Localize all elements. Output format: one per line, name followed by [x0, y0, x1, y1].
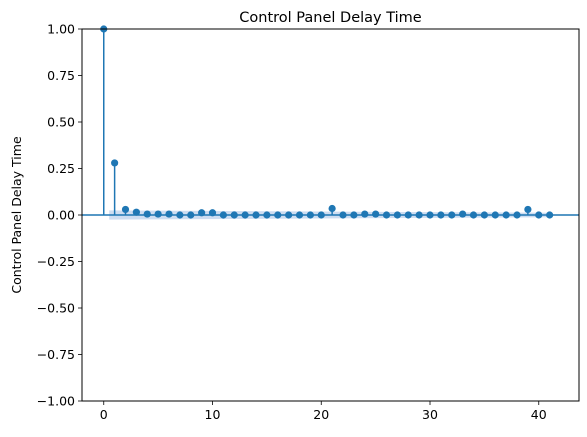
marker-lag-29 [415, 211, 423, 219]
x-tick-label-40: 40 [531, 407, 547, 422]
marker-lag-33 [459, 210, 467, 218]
y-tick-label-4: 0.00 [47, 208, 75, 223]
y-tick-label-7: −0.75 [37, 347, 75, 362]
marker-lag-6 [165, 210, 173, 218]
marker-lag-30 [426, 211, 434, 219]
x-tick-label-20: 20 [313, 407, 329, 422]
marker-lag-7 [176, 211, 184, 219]
marker-lag-5 [154, 210, 162, 218]
marker-lag-37 [502, 211, 510, 219]
marker-lag-21 [328, 204, 336, 213]
marker-lag-41 [546, 211, 554, 219]
chart-title: Control Panel Delay Time [239, 10, 422, 26]
marker-lag-24 [361, 210, 369, 218]
marker-lag-38 [513, 211, 521, 219]
marker-lag-12 [230, 211, 238, 219]
x-tick-label-10: 10 [205, 407, 221, 422]
marker-lag-18 [295, 211, 304, 219]
y-tick-label-3: 0.25 [47, 161, 75, 176]
marker-lag-22 [339, 211, 347, 219]
marker-lag-4 [143, 210, 151, 218]
marker-lag-16 [274, 211, 282, 219]
marker-lag-1 [111, 159, 119, 167]
y-tick-label-8: −1.00 [37, 394, 75, 409]
marker-lag-11 [219, 211, 227, 219]
plot-frame [81, 28, 580, 402]
y-tick-label-1: 0.75 [47, 68, 75, 83]
marker-lag-40 [535, 211, 543, 219]
marker-lag-36 [491, 211, 499, 219]
x-tick-label-30: 30 [422, 407, 438, 422]
marker-lag-8 [187, 211, 195, 219]
marker-lag-23 [350, 211, 358, 219]
marker-lag-34 [469, 211, 478, 219]
marker-lag-10 [208, 209, 217, 217]
marker-lag-35 [480, 211, 488, 219]
marker-lag-19 [306, 211, 314, 219]
y-tick-label-0: 1.00 [47, 22, 75, 37]
x-tick-label-0: 0 [100, 407, 108, 422]
marker-lag-31 [437, 211, 445, 219]
marker-lag-13 [241, 211, 249, 219]
marker-lag-15 [263, 211, 271, 219]
marker-lag-26 [382, 211, 391, 219]
marker-lag-2 [121, 205, 130, 214]
marker-lag-27 [393, 211, 401, 219]
marker-lag-9 [198, 209, 206, 217]
marker-lag-17 [285, 211, 293, 219]
tick-layer: 0 10 20 30 40 1.00 0.75 0.50 0.25 0.00 −0.25 −0.50 −… [37, 22, 547, 423]
y-tick-label-5: −0.25 [37, 254, 75, 269]
marker-lag-3 [132, 208, 140, 216]
stem-layer [103, 29, 529, 215]
y-tick-label-2: 0.50 [47, 115, 75, 130]
y-axis-title: Control Panel Delay Time [9, 136, 24, 294]
y-tick-label-6: −0.50 [37, 301, 75, 316]
marker-lag-32 [448, 211, 456, 219]
marker-lag-39 [524, 205, 532, 214]
marker-layer [100, 25, 554, 219]
marker-lag-28 [404, 211, 412, 219]
marker-lag-20 [317, 211, 325, 219]
marker-lag-14 [252, 211, 260, 219]
marker-lag-25 [372, 210, 380, 218]
